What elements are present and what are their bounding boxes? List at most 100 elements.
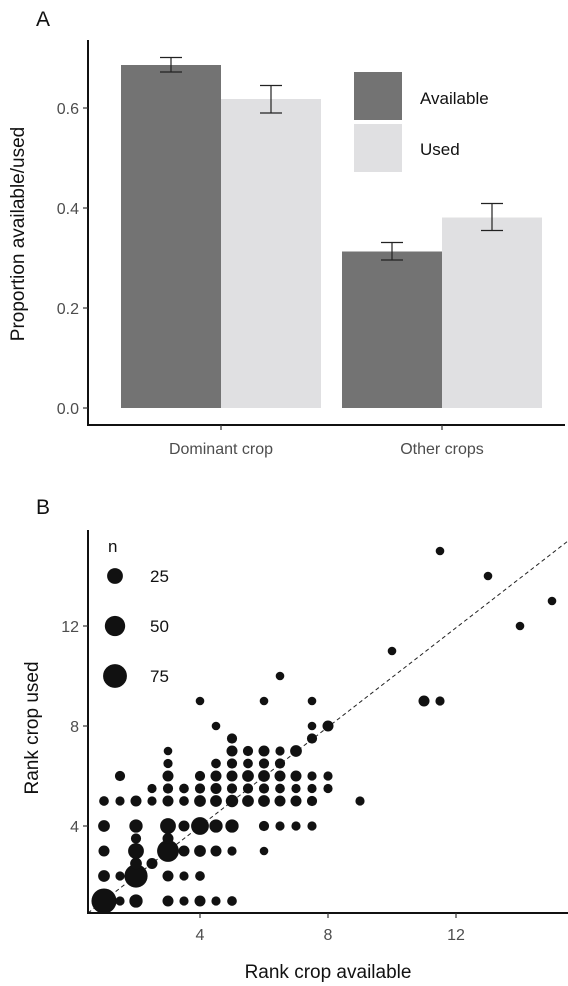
point bbox=[162, 783, 174, 794]
point bbox=[515, 621, 525, 631]
point bbox=[322, 720, 334, 732]
legend-label-used: Used bbox=[420, 140, 460, 159]
point bbox=[242, 795, 254, 807]
size-legend-dot-75 bbox=[103, 664, 127, 688]
point bbox=[274, 758, 286, 769]
point bbox=[242, 783, 254, 794]
point bbox=[274, 770, 286, 782]
point bbox=[98, 870, 110, 882]
x-tick-label: Other crops bbox=[400, 441, 484, 458]
point bbox=[98, 820, 110, 832]
point bbox=[306, 733, 318, 744]
point bbox=[275, 821, 285, 831]
point bbox=[162, 770, 174, 782]
point bbox=[179, 896, 189, 906]
point bbox=[163, 758, 173, 769]
point bbox=[242, 770, 254, 782]
point bbox=[210, 795, 222, 807]
point bbox=[258, 783, 270, 794]
point bbox=[291, 783, 301, 794]
point bbox=[162, 870, 174, 882]
point bbox=[194, 795, 206, 807]
panel-b-x-axis-title: Rank crop available bbox=[245, 962, 412, 983]
point bbox=[195, 696, 205, 706]
point bbox=[209, 819, 223, 833]
point bbox=[162, 832, 174, 845]
point bbox=[115, 796, 125, 806]
point bbox=[483, 571, 493, 581]
point bbox=[323, 771, 333, 781]
point bbox=[162, 795, 174, 807]
x-tick-label: 4 bbox=[196, 927, 205, 944]
point bbox=[547, 596, 557, 606]
size-legend-dot-50 bbox=[104, 615, 126, 637]
point bbox=[147, 796, 157, 806]
point bbox=[211, 721, 221, 731]
y-tick-label: 4 bbox=[70, 819, 79, 836]
point bbox=[115, 871, 125, 881]
bar-used-other-crops bbox=[442, 217, 542, 408]
point bbox=[258, 820, 270, 832]
point bbox=[179, 871, 189, 881]
panel-label-b: B bbox=[36, 496, 50, 519]
point bbox=[147, 783, 157, 794]
point bbox=[323, 783, 333, 794]
panel-a-legend: Available Used bbox=[354, 72, 489, 172]
point bbox=[195, 871, 205, 881]
legend-label-available: Available bbox=[420, 89, 489, 108]
x-tick-label: 12 bbox=[447, 927, 465, 944]
point bbox=[130, 795, 142, 807]
point bbox=[179, 796, 189, 806]
point bbox=[307, 771, 317, 781]
point bbox=[275, 783, 285, 794]
point bbox=[178, 845, 190, 857]
point bbox=[130, 857, 142, 870]
point bbox=[291, 821, 301, 831]
point bbox=[91, 888, 117, 914]
bar-available-dominant-crop bbox=[121, 65, 221, 408]
point bbox=[258, 758, 270, 769]
point bbox=[162, 895, 174, 907]
point bbox=[178, 820, 190, 832]
point bbox=[259, 696, 269, 706]
point bbox=[211, 758, 221, 769]
size-legend-label-75: 75 bbox=[150, 667, 169, 686]
y-tick-label: 8 bbox=[70, 719, 79, 736]
point bbox=[129, 819, 143, 833]
legend-swatch-available bbox=[354, 72, 402, 120]
point bbox=[290, 795, 302, 807]
panel-b-x-ticks: 4 8 12 bbox=[196, 913, 465, 944]
point bbox=[243, 758, 253, 769]
size-legend-label-50: 50 bbox=[150, 617, 169, 636]
point bbox=[387, 646, 397, 656]
point bbox=[225, 819, 239, 833]
panel-b-y-ticks: 4 8 12 bbox=[61, 619, 88, 836]
point bbox=[226, 733, 238, 744]
point bbox=[124, 864, 148, 888]
point bbox=[242, 745, 254, 757]
y-tick-label: 12 bbox=[61, 619, 79, 636]
point bbox=[227, 846, 237, 856]
panel-a-bars bbox=[121, 65, 542, 408]
point bbox=[146, 857, 158, 870]
legend-swatch-used bbox=[354, 124, 402, 172]
point bbox=[258, 770, 270, 782]
point bbox=[194, 895, 206, 907]
point bbox=[99, 796, 109, 806]
point bbox=[418, 695, 430, 707]
point bbox=[157, 840, 179, 862]
point bbox=[179, 783, 189, 794]
error-bar-available-dominant-crop bbox=[160, 56, 182, 73]
point bbox=[226, 783, 238, 794]
point bbox=[435, 546, 445, 556]
point bbox=[307, 721, 317, 731]
panel-a-bar-chart: A Proportion available/used 0.0 0.2 0.4 0.6… bbox=[8, 8, 565, 458]
y-tick-label: 0.2 bbox=[57, 301, 79, 318]
point bbox=[355, 796, 365, 806]
point bbox=[225, 794, 239, 808]
error-bar-used-other-crops bbox=[481, 202, 503, 232]
point bbox=[210, 845, 222, 857]
point bbox=[211, 896, 221, 906]
point bbox=[307, 783, 317, 794]
